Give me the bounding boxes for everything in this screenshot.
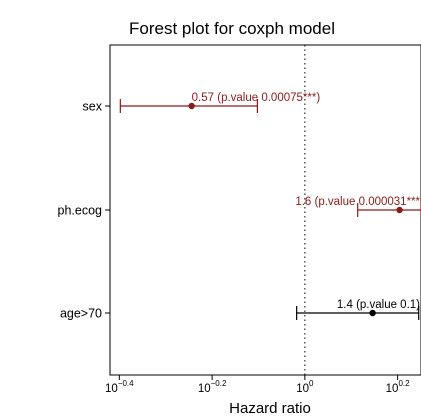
data-label: 1.4 (p.value 0.1) [337,299,420,311]
forest-row: 1.6 (p.value 0.000031*** [295,196,421,217]
y-axis: sex ph.ecog age>70 [58,100,110,321]
x-tick-label: 100 [296,379,314,395]
x-tick-label: 100.2 [386,379,410,395]
forest-row: 1.4 (p.value 0.1) [296,299,420,320]
y-tick-label: age>70 [60,307,102,321]
x-axis: 10−0.4 10−0.2 100 100.2 [105,375,410,395]
forest-marks: 0.57 (p.value 0.00075***) 1.6 (p.value 0.… [119,92,421,320]
y-tick-label: ph.ecog [58,204,103,218]
hazard-ratio-point [396,206,403,214]
hazard-ratio-point [369,309,376,317]
chart-title: Forest plot for coxph model [129,19,335,38]
x-tick-label: 10−0.2 [198,379,227,395]
x-axis-label: Hazard ratio [229,400,311,417]
data-label: 0.57 (p.value 0.00075***) [192,92,321,104]
forest-row: 0.57 (p.value 0.00075***) [119,92,321,113]
hazard-ratio-point [188,102,195,110]
x-tick-label: 10−0.4 [105,379,134,395]
y-tick-label: sex [83,100,103,114]
data-label: 1.6 (p.value 0.000031*** [295,196,420,208]
